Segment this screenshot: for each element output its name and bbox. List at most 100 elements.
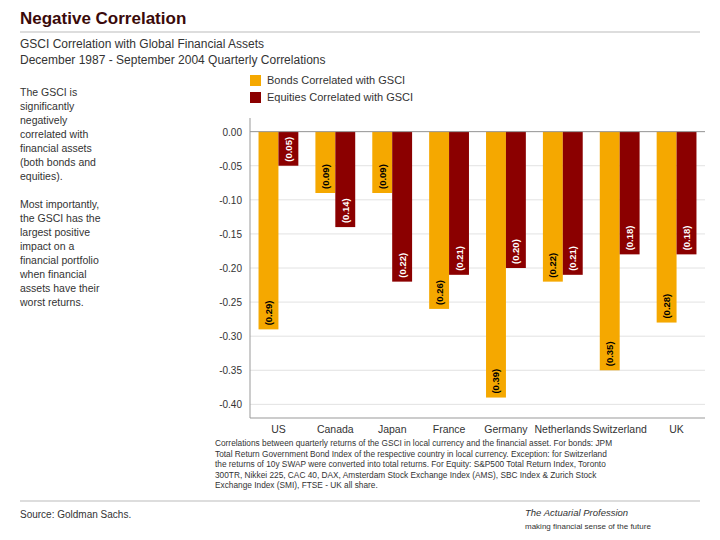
text-line: Source: Goldman Sachs. — [20, 509, 131, 520]
legend-entry: Bonds Correlated with GSCI — [267, 74, 405, 86]
bar — [620, 132, 640, 255]
text-line: The GSCI is — [20, 86, 77, 98]
grid-line — [250, 131, 705, 132]
data-label: (0.22) — [547, 253, 558, 278]
data-label: (0.18) — [681, 226, 692, 251]
source: Source: Goldman Sachs. — [20, 509, 131, 520]
text-line: financial assets — [20, 142, 92, 154]
bar — [372, 132, 392, 193]
text-line: the GSCI has the — [20, 212, 101, 224]
grid-line — [250, 268, 705, 269]
grid — [250, 132, 705, 405]
x-tick-label: Netherlands — [535, 423, 592, 435]
rule — [20, 501, 700, 502]
data-label: (0.09) — [320, 164, 331, 189]
x-tick-label: Germany — [484, 423, 528, 435]
data-label: (0.22) — [397, 253, 408, 278]
text-line: negatively — [20, 114, 68, 126]
x-tick-label: France — [433, 423, 466, 435]
zero-line — [250, 131, 705, 132]
data-label: (0.09) — [377, 164, 388, 189]
data-label: (0.39) — [490, 369, 501, 394]
bar — [315, 132, 335, 193]
y-tick-label: -0.10 — [219, 195, 242, 206]
bar — [563, 132, 583, 275]
data-label: (0.21) — [454, 246, 465, 271]
legend-swatch — [250, 92, 261, 103]
grid-line — [250, 370, 705, 371]
text-line: financial portfolio — [20, 254, 99, 266]
data-label: (0.21) — [567, 246, 578, 271]
chart: Negative Correlation GSCI Correlation wit… — [0, 0, 720, 540]
background — [0, 0, 720, 540]
data-label: (0.05) — [283, 137, 294, 162]
bar — [506, 132, 526, 268]
y-tick-label: 0.00 — [223, 127, 243, 138]
x-tick-label: Canada — [317, 423, 354, 435]
bar — [543, 132, 563, 282]
text-line: impact on a — [20, 240, 74, 252]
grid-line — [250, 336, 705, 337]
data-label: (0.26) — [434, 280, 445, 305]
text-line: worst returns. — [19, 296, 84, 308]
text-line: assets have their — [20, 282, 100, 294]
x-tick-label: UK — [669, 423, 684, 435]
grid-line — [250, 404, 705, 405]
subtitle: GSCI Correlation with Global Financial A… — [20, 37, 264, 51]
text-line: significantly — [20, 100, 75, 112]
y-tick-label: -0.30 — [219, 331, 242, 342]
bar — [259, 132, 279, 330]
y-tick-label: -0.20 — [219, 263, 242, 274]
bar — [335, 132, 355, 227]
data-label: (0.35) — [604, 341, 615, 366]
data-label: (0.18) — [624, 226, 635, 251]
text-line: Total Return Government Bond Index of th… — [215, 449, 607, 459]
text-line: (both bonds and — [20, 156, 96, 168]
text-line: Most importantly, — [20, 198, 99, 210]
y-tick-label: -0.35 — [219, 365, 242, 376]
x-tick-label: US — [271, 423, 286, 435]
logo-text: The Actuarial Profession — [525, 507, 628, 518]
text-line: Exchange Index (SMI), FTSE - UK all shar… — [215, 480, 378, 490]
grid-line — [250, 302, 705, 303]
text-line: when financial — [19, 268, 87, 280]
text-line: making financial sense of the future — [525, 522, 651, 531]
data-label: (0.29) — [263, 301, 274, 326]
bar — [486, 132, 506, 398]
text-line: 300TR, Nikkei 225, CAC 40, DAX, Amsterda… — [215, 470, 597, 480]
bar — [392, 132, 412, 282]
x-tick-label: Switzerland — [593, 423, 647, 435]
data-label: (0.20) — [510, 239, 521, 264]
text-line: Correlations between quarterly returns o… — [215, 438, 612, 448]
bar — [600, 132, 620, 371]
rule — [20, 32, 700, 33]
legend-swatch — [250, 75, 261, 86]
y-axis — [250, 118, 251, 418]
bar — [449, 132, 469, 275]
text-line: correlated with — [20, 128, 88, 140]
text-line: December 1987 - September 2004 Quarterly… — [20, 53, 325, 67]
legend-entry: Equities Correlated with GSCI — [267, 91, 413, 103]
text-line: The Actuarial Profession — [525, 507, 628, 518]
bar — [429, 132, 449, 309]
y-tick-label: -0.40 — [219, 399, 242, 410]
sidebar-text: The GSCI is significantly negatively correl… — [19, 86, 101, 308]
x-tick-label: Japan — [378, 423, 407, 435]
title: Negative Correlation — [20, 9, 186, 28]
logo-tagline: making financial sense of the future — [525, 522, 651, 531]
text-line: the returns of 10y SWAP were converted i… — [215, 459, 606, 469]
subtitle-2: December 1987 - September 2004 Quarterly… — [20, 53, 325, 67]
text-line — [20, 184, 23, 196]
y-tick-label: -0.25 — [219, 297, 242, 308]
data-labels: (0.29) (0.09) (0.09) (0.26) (0.39) (0.22) (0.3… — [263, 137, 692, 394]
x-axis — [250, 418, 705, 419]
data-label: (0.28) — [661, 294, 672, 319]
bars — [259, 132, 697, 398]
text-line: equities). — [20, 170, 63, 182]
data-label: (0.14) — [340, 198, 351, 223]
y-tick-label: -0.15 — [219, 229, 242, 240]
y-tick-label: -0.05 — [219, 161, 242, 172]
footnote: Correlations between quarterly returns o… — [215, 438, 612, 490]
bar — [657, 132, 677, 323]
bar — [278, 132, 298, 166]
